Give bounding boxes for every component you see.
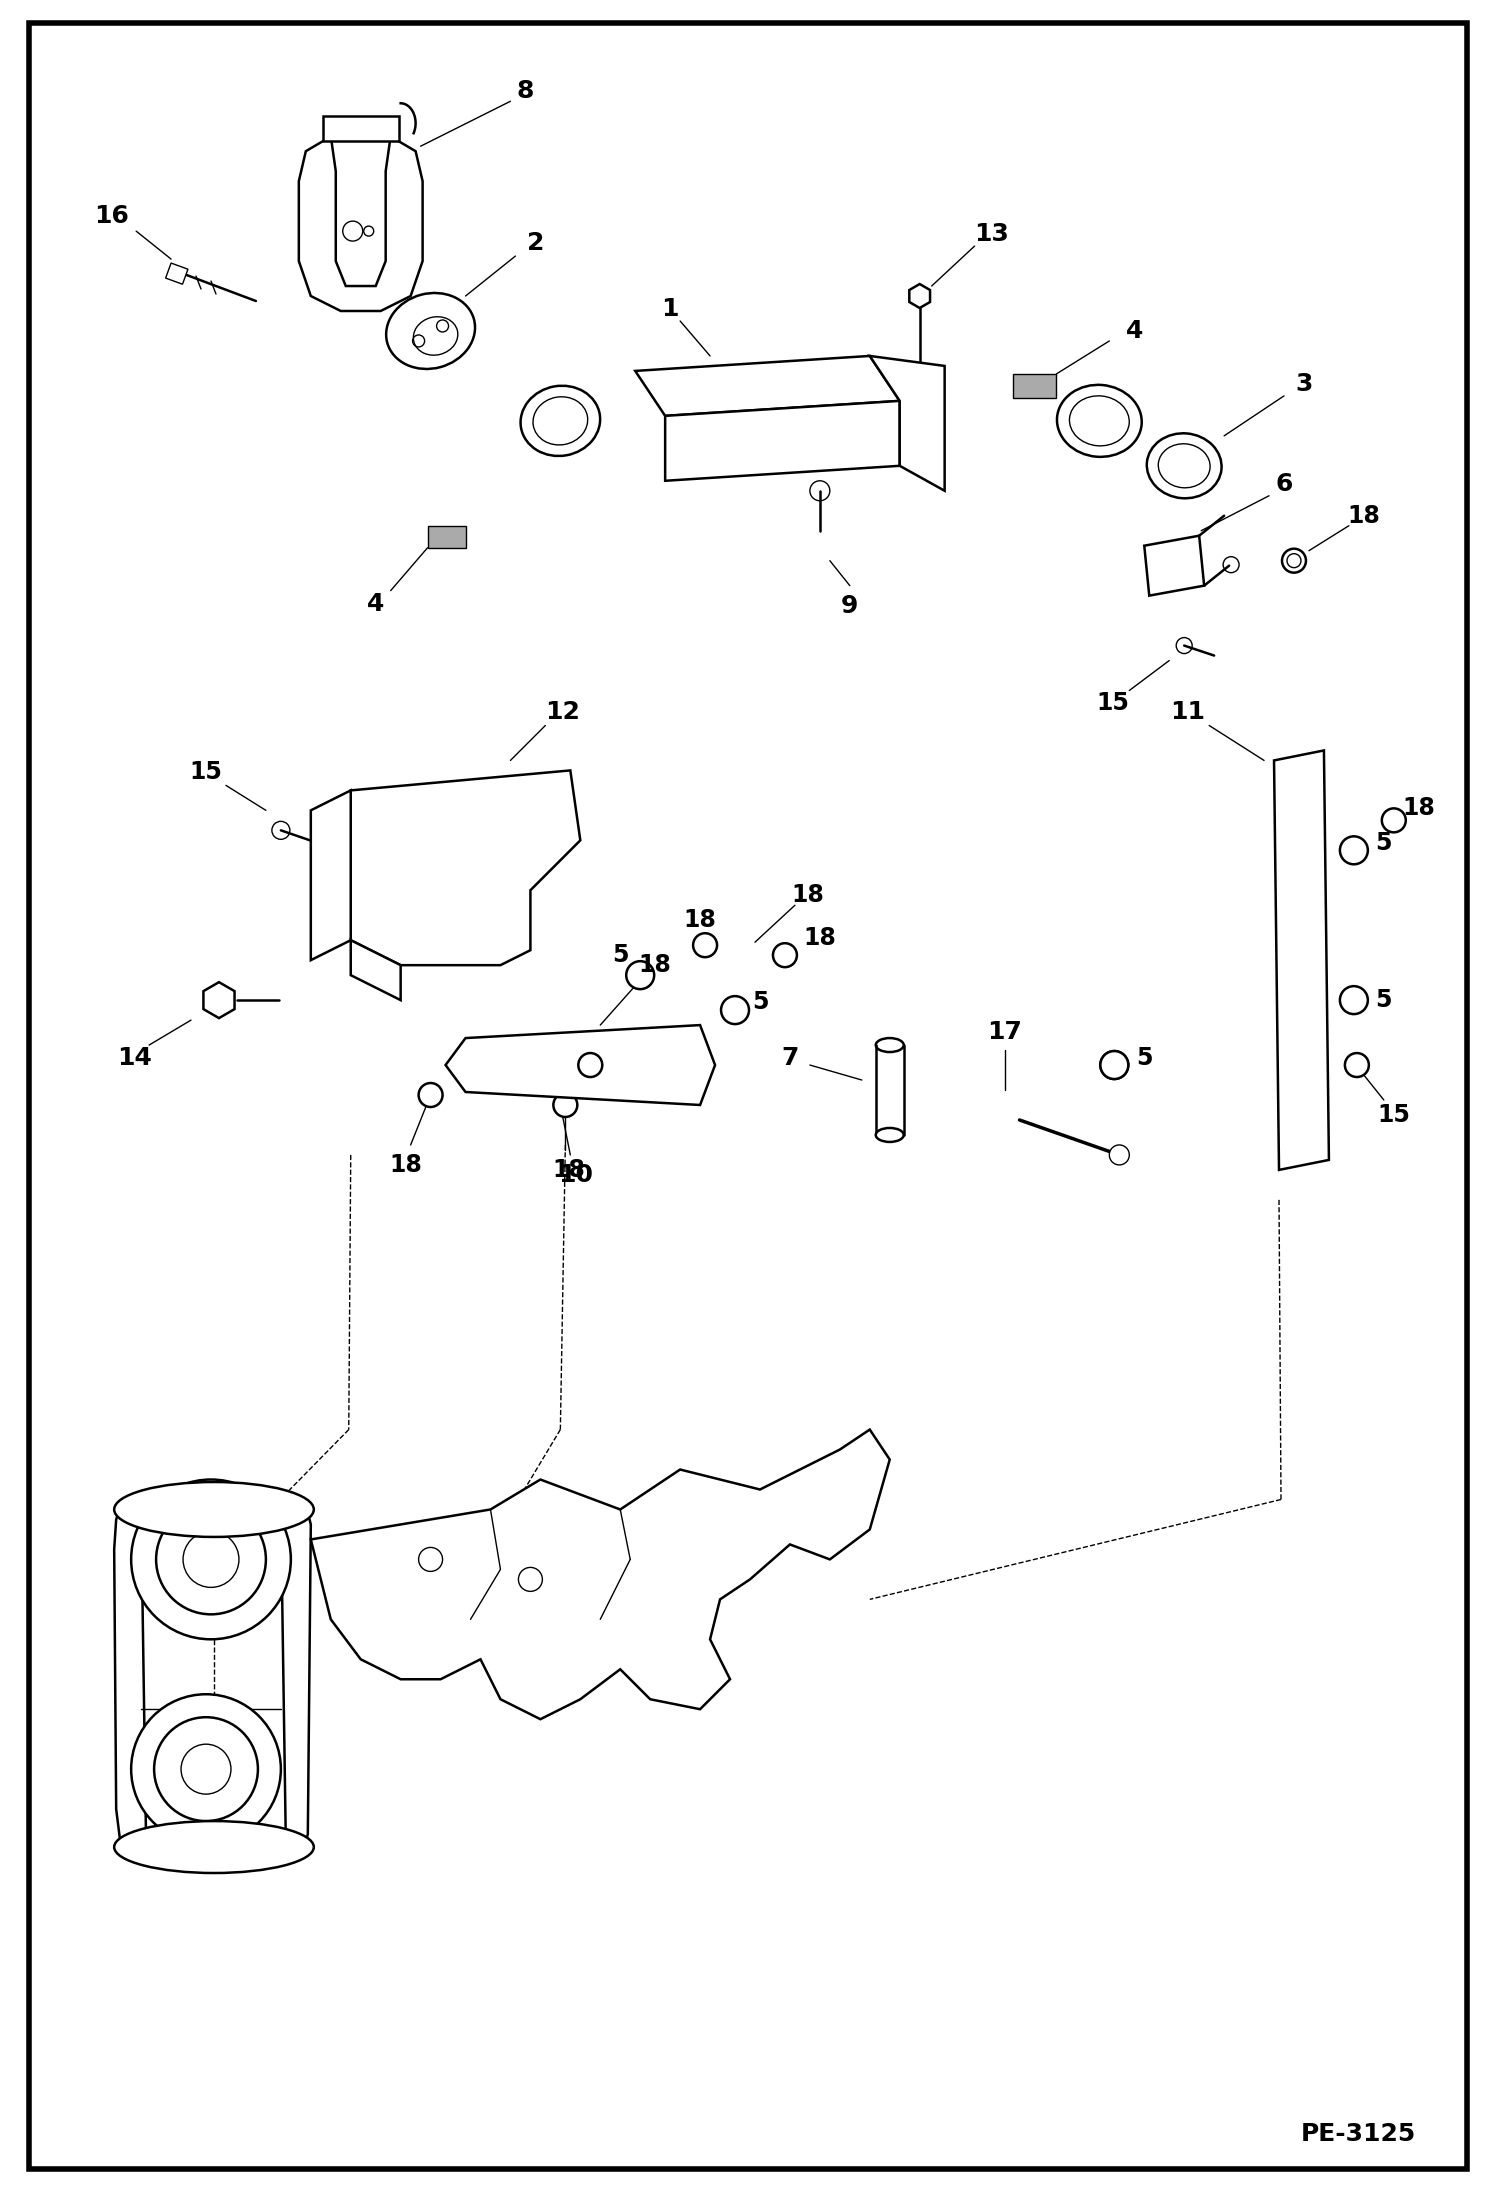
Ellipse shape xyxy=(876,1128,903,1141)
Text: 18: 18 xyxy=(791,884,824,908)
Text: 18: 18 xyxy=(551,1158,584,1183)
Text: 8: 8 xyxy=(517,79,535,103)
Polygon shape xyxy=(310,790,351,961)
Text: 18: 18 xyxy=(638,952,671,976)
Text: 4: 4 xyxy=(367,592,385,617)
Polygon shape xyxy=(204,983,235,1018)
Polygon shape xyxy=(665,402,900,480)
Text: 18: 18 xyxy=(1402,796,1435,821)
Circle shape xyxy=(418,1084,442,1108)
Text: 6: 6 xyxy=(1275,472,1293,496)
Circle shape xyxy=(1281,788,1317,823)
Polygon shape xyxy=(1273,750,1329,1169)
Circle shape xyxy=(132,1694,280,1843)
Circle shape xyxy=(626,961,655,989)
Ellipse shape xyxy=(386,294,475,369)
Text: 13: 13 xyxy=(974,222,1010,246)
Polygon shape xyxy=(351,941,400,1000)
Ellipse shape xyxy=(114,1481,313,1538)
Bar xyxy=(427,527,466,548)
Polygon shape xyxy=(870,355,945,491)
Text: 15: 15 xyxy=(1097,691,1129,715)
Text: 16: 16 xyxy=(94,204,129,228)
Polygon shape xyxy=(310,1430,890,1720)
Polygon shape xyxy=(909,283,930,307)
Text: 17: 17 xyxy=(987,1020,1022,1044)
Text: 4: 4 xyxy=(1125,318,1143,342)
Text: 15: 15 xyxy=(1377,1104,1410,1128)
Circle shape xyxy=(1345,1053,1369,1077)
Text: 18: 18 xyxy=(1347,505,1380,529)
Circle shape xyxy=(578,1053,602,1077)
Circle shape xyxy=(1381,807,1405,832)
Circle shape xyxy=(1339,836,1368,864)
Text: 10: 10 xyxy=(557,1163,593,1187)
Polygon shape xyxy=(635,355,900,417)
Text: 18: 18 xyxy=(389,1152,422,1176)
Circle shape xyxy=(1285,1097,1321,1132)
Text: 5: 5 xyxy=(1135,1047,1152,1071)
Text: 5: 5 xyxy=(1375,832,1392,856)
Circle shape xyxy=(1101,1051,1128,1079)
Text: 15: 15 xyxy=(190,761,222,785)
Polygon shape xyxy=(445,1025,715,1106)
Circle shape xyxy=(721,996,749,1025)
Ellipse shape xyxy=(114,1821,313,1874)
Text: 7: 7 xyxy=(782,1047,798,1071)
Text: 18: 18 xyxy=(683,908,716,932)
Ellipse shape xyxy=(1058,384,1141,456)
Text: 9: 9 xyxy=(840,595,858,619)
Polygon shape xyxy=(141,1509,286,1843)
Text: 11: 11 xyxy=(1170,700,1204,724)
Text: 18: 18 xyxy=(803,926,836,950)
Ellipse shape xyxy=(1147,432,1221,498)
Text: PE-3125: PE-3125 xyxy=(1302,2122,1417,2146)
Polygon shape xyxy=(298,136,422,312)
Text: 5: 5 xyxy=(752,989,768,1014)
Ellipse shape xyxy=(521,386,601,456)
Circle shape xyxy=(154,1718,258,1821)
Text: 1: 1 xyxy=(662,296,679,320)
Circle shape xyxy=(773,943,797,968)
Ellipse shape xyxy=(876,1038,903,1053)
Circle shape xyxy=(1282,548,1306,573)
Polygon shape xyxy=(351,770,580,965)
Circle shape xyxy=(553,1093,577,1117)
Circle shape xyxy=(181,1744,231,1795)
Circle shape xyxy=(132,1479,291,1639)
Polygon shape xyxy=(1144,535,1204,595)
Circle shape xyxy=(694,932,718,957)
Ellipse shape xyxy=(144,1492,283,1527)
Text: 5: 5 xyxy=(1375,987,1392,1011)
Circle shape xyxy=(1339,985,1368,1014)
Text: 2: 2 xyxy=(527,230,544,255)
Circle shape xyxy=(1101,1051,1128,1079)
Circle shape xyxy=(156,1505,267,1615)
Circle shape xyxy=(1110,1145,1129,1165)
Bar xyxy=(166,263,187,285)
Ellipse shape xyxy=(403,858,458,902)
Text: 3: 3 xyxy=(1296,373,1312,395)
Text: 12: 12 xyxy=(545,700,580,724)
Ellipse shape xyxy=(144,1828,283,1861)
Text: 14: 14 xyxy=(117,1047,151,1071)
Text: 5: 5 xyxy=(613,943,629,968)
Bar xyxy=(1013,373,1056,397)
Circle shape xyxy=(183,1531,240,1588)
Polygon shape xyxy=(322,116,398,140)
